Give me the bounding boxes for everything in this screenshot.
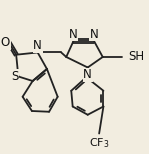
Text: SH: SH [128, 51, 145, 63]
Text: S: S [11, 70, 18, 83]
Text: N: N [83, 69, 92, 81]
Text: O: O [1, 36, 10, 49]
Text: N: N [69, 28, 78, 41]
Text: N: N [33, 39, 42, 52]
Text: N: N [90, 28, 98, 41]
Text: CF$_3$: CF$_3$ [89, 136, 109, 150]
